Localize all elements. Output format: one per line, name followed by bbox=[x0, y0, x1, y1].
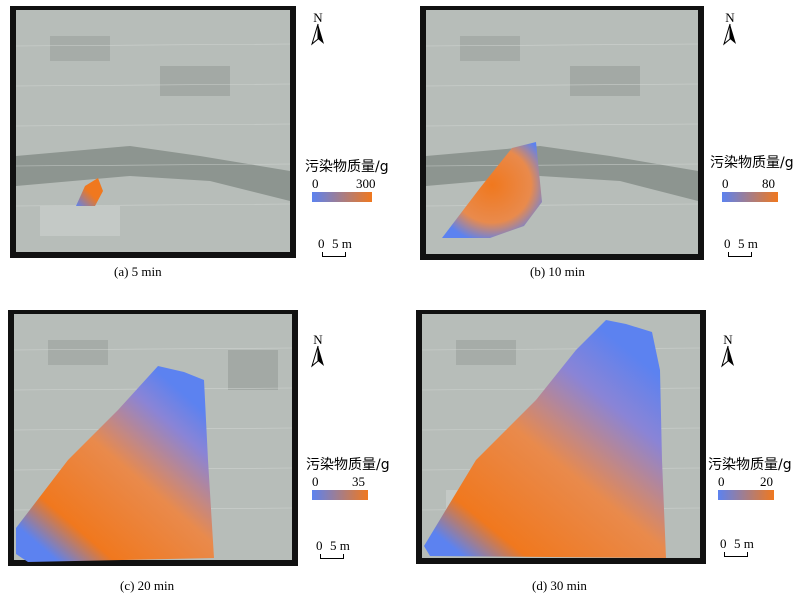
map-a bbox=[10, 6, 296, 258]
pollutant-plume-b bbox=[442, 142, 542, 238]
caption-d: (d) 30 min bbox=[532, 578, 587, 593]
pollutant-plume-a bbox=[76, 178, 103, 206]
legend-title-c: 污染物质量/g bbox=[306, 457, 390, 473]
legend-min-b: 0 bbox=[722, 176, 729, 191]
north-arrow-a: N bbox=[306, 10, 330, 46]
legend-colorbar-d bbox=[718, 490, 774, 500]
map-b bbox=[420, 6, 704, 260]
aerial-image-a bbox=[15, 10, 291, 252]
map-c bbox=[8, 310, 298, 566]
caption-c: (c) 20 min bbox=[120, 578, 175, 593]
legend-title-a: 污染物质量/g bbox=[305, 159, 389, 175]
legend-min-a: 0 bbox=[312, 176, 319, 191]
north-arrow-c: N bbox=[306, 332, 330, 368]
legend-min-c: 0 bbox=[312, 474, 319, 489]
legend-colorbar-a bbox=[312, 192, 372, 202]
legend-title-d: 污染物质量/g bbox=[708, 457, 792, 473]
legend-colorbar-b bbox=[722, 192, 778, 202]
pollutant-plume-c bbox=[16, 366, 214, 562]
caption-b: (b) 10 min bbox=[530, 264, 585, 279]
caption-a: (a) 5 min bbox=[114, 264, 162, 279]
legend-max-c: 35 bbox=[352, 474, 365, 489]
legend-colorbar-c bbox=[312, 490, 368, 500]
legend-title-b: 污染物质量/g bbox=[710, 155, 794, 171]
legend-min-d: 0 bbox=[718, 474, 725, 489]
legend-max-a: 300 bbox=[356, 176, 376, 191]
aerial-image-d bbox=[421, 314, 701, 558]
north-arrow-d: N bbox=[716, 332, 740, 368]
legend-max-d: 20 bbox=[760, 474, 773, 489]
north-arrow-b: N bbox=[718, 10, 742, 46]
aerial-image-c bbox=[13, 314, 293, 562]
map-d bbox=[416, 310, 706, 564]
legend-max-b: 80 bbox=[762, 176, 775, 191]
pollutant-plume-d bbox=[424, 320, 666, 558]
aerial-image-b bbox=[425, 10, 699, 254]
